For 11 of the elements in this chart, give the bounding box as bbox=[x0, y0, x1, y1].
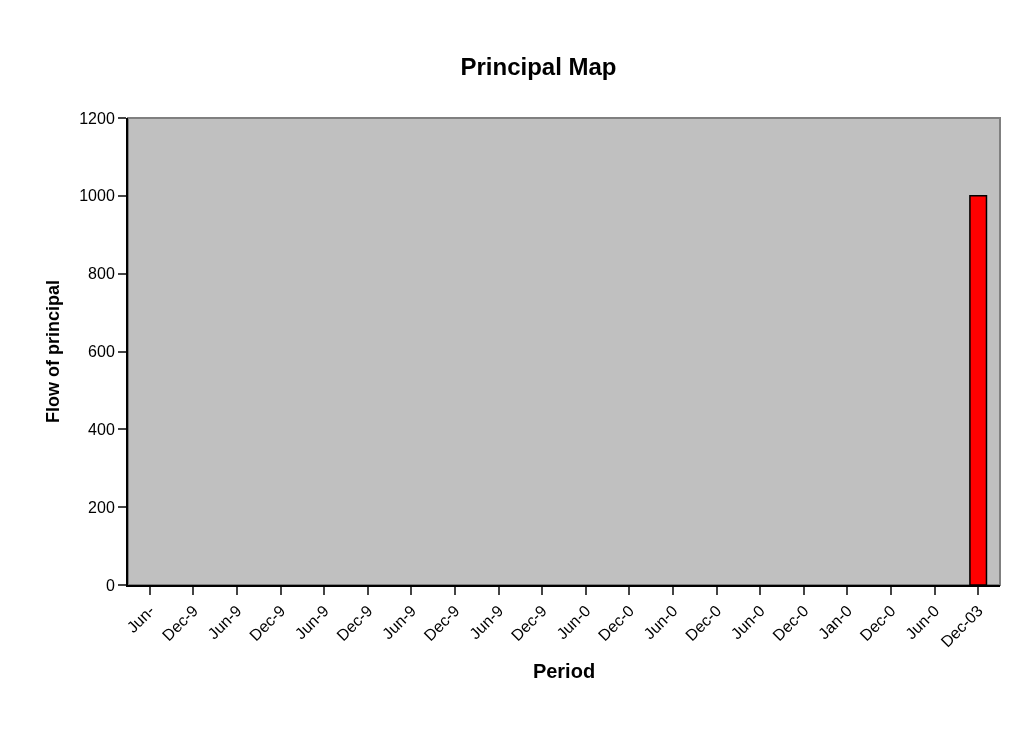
y-tick-label: 200 bbox=[88, 498, 115, 516]
y-tick-label: 800 bbox=[88, 265, 115, 283]
chart-title: Principal Map bbox=[460, 53, 617, 81]
x-axis-title: Period bbox=[532, 660, 596, 683]
x-tick-label: Jun- bbox=[123, 601, 158, 636]
y-tick-label: 600 bbox=[88, 343, 115, 361]
y-tick-label: 1000 bbox=[79, 187, 115, 205]
y-tick-label: 0 bbox=[105, 576, 115, 594]
y-axis-title: Flow of principal bbox=[42, 280, 63, 423]
y-tick-label: 400 bbox=[88, 420, 115, 438]
y-tick-label: 1200 bbox=[79, 109, 115, 127]
